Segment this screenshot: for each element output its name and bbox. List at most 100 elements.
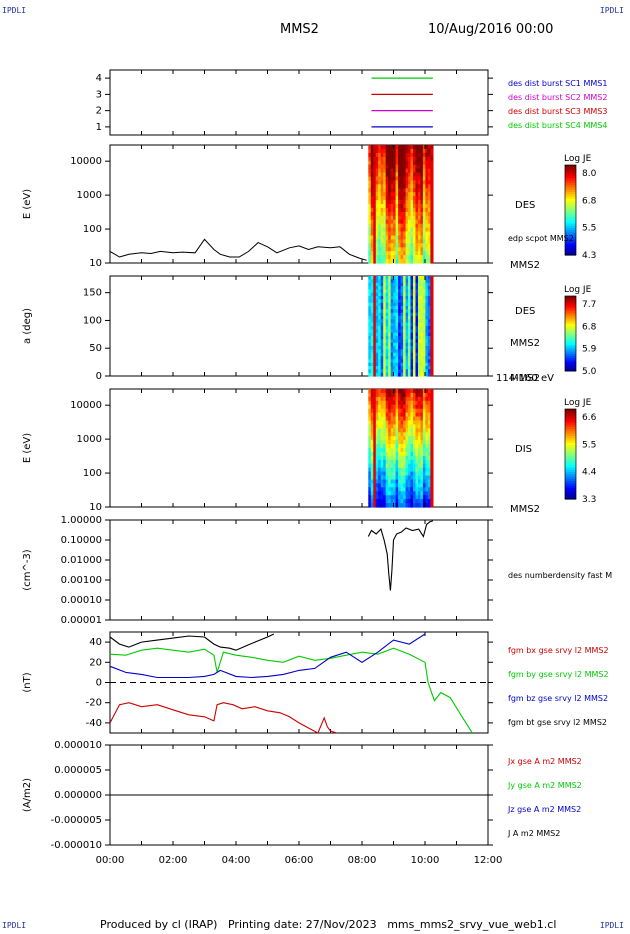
heatmap-cell <box>398 289 402 294</box>
heatmap-cell <box>430 180 434 185</box>
heatmap-cell <box>400 396 404 402</box>
heatmap-cell <box>405 279 409 284</box>
heatmap-cell <box>403 306 407 310</box>
heatmap-cell <box>413 329 417 334</box>
heatmap-cell <box>393 296 397 300</box>
colorbar-cell <box>565 413 576 417</box>
heatmap-cell <box>405 227 409 233</box>
colorbar-cell <box>565 309 576 312</box>
heatmap-cell <box>425 184 429 189</box>
heatmap-cell <box>370 204 374 209</box>
heatmap-cell <box>368 448 372 453</box>
heatmap-cell <box>422 459 426 465</box>
heatmap-cell <box>408 200 412 205</box>
heatmap-cell <box>403 196 407 201</box>
heatmap-cell <box>413 227 417 233</box>
heatmap-cell <box>415 196 419 201</box>
heatmap-cell <box>400 392 404 398</box>
heatmap-cell <box>395 471 399 477</box>
heatmap-cell <box>418 296 422 300</box>
heatmap-cell <box>420 251 424 256</box>
heatmap-cell <box>400 342 404 347</box>
heatmap-cell <box>383 424 387 429</box>
heatmap-cell <box>403 289 407 294</box>
heatmap-cell <box>380 231 384 236</box>
colorbar-tick-label: 4.3 <box>582 251 596 261</box>
heatmap-cell <box>378 319 382 324</box>
heatmap-cell <box>395 239 399 244</box>
colorbar-cell <box>565 210 576 213</box>
colorbar-cell <box>565 472 576 475</box>
heatmap-cell <box>427 432 431 437</box>
heatmap-cell <box>393 372 397 377</box>
heatmap-cell <box>388 448 392 453</box>
colorbar-cell <box>565 178 576 182</box>
heatmap-cell <box>395 459 399 465</box>
heatmap-cell <box>373 192 377 197</box>
heatmap-cell <box>427 145 431 150</box>
heatmap-cell <box>398 322 402 327</box>
heatmap-cell <box>422 289 426 294</box>
heatmap-cell <box>430 196 434 201</box>
heatmap-cell <box>383 215 387 221</box>
heatmap-cell <box>375 211 379 217</box>
heatmap-cell <box>385 362 389 367</box>
heatmap-cell <box>380 172 384 177</box>
heatmap-cell <box>385 428 389 433</box>
heatmap-cell <box>422 479 426 484</box>
heatmap-cell <box>405 479 409 484</box>
colorbar-cell <box>565 183 576 186</box>
heatmap-cell <box>383 336 387 340</box>
heatmap-cell <box>427 440 431 445</box>
heatmap-cell <box>393 471 397 477</box>
colorbar-cell <box>565 216 576 220</box>
heatmap-cell <box>430 172 434 177</box>
heatmap-cell <box>378 436 382 441</box>
heatmap-cell <box>425 160 429 166</box>
heatmap-cell <box>403 475 407 480</box>
heatmap-cell <box>373 448 377 453</box>
heatmap-cell <box>425 467 429 473</box>
heatmap-cell <box>383 349 387 354</box>
heatmap-cell <box>425 289 429 294</box>
heatmap-cell <box>405 207 409 213</box>
heatmap-cell <box>410 296 414 300</box>
heatmap-cell <box>370 479 374 484</box>
heatmap-cell <box>375 339 379 344</box>
heatmap-cell <box>398 479 402 484</box>
heatmap-cell <box>400 359 404 364</box>
heatmap-cell <box>430 306 434 310</box>
heatmap-cell <box>375 188 379 193</box>
spacecraft-title: MMS2 <box>280 22 319 37</box>
colorbar-cell <box>565 481 576 484</box>
heatmap-cell <box>368 349 372 354</box>
heatmap-cell <box>380 316 384 320</box>
heatmap-cell <box>375 356 379 360</box>
heatmap-cell <box>420 309 424 314</box>
heatmap-cell <box>383 416 387 421</box>
panel-frame-density <box>109 519 489 621</box>
heatmap-cell <box>398 440 402 445</box>
heatmap-cell <box>390 495 394 500</box>
heatmap-cell <box>390 475 394 480</box>
heatmap-cell <box>380 339 384 344</box>
heatmap-cell <box>425 200 429 205</box>
heatmap-cell <box>408 192 412 197</box>
heatmap-cell <box>410 251 414 256</box>
heatmap-cell <box>395 336 399 340</box>
heatmap-cell <box>405 243 409 248</box>
heatmap-cell <box>393 352 397 357</box>
heatmap-cell <box>405 475 409 480</box>
heatmap-cell <box>398 428 402 433</box>
heatmap-cell <box>395 184 399 189</box>
heatmap-cell <box>413 312 417 317</box>
panel-frame-coverage <box>109 69 489 136</box>
heatmap-cell <box>393 455 397 461</box>
heatmap-cell <box>408 499 412 504</box>
heatmap-cell <box>425 251 429 256</box>
heatmap-cell <box>425 495 429 500</box>
heatmap-cell <box>430 463 434 469</box>
heatmap-cell <box>390 471 394 477</box>
heatmap-cell <box>410 471 414 477</box>
heatmap-cell <box>378 332 382 337</box>
